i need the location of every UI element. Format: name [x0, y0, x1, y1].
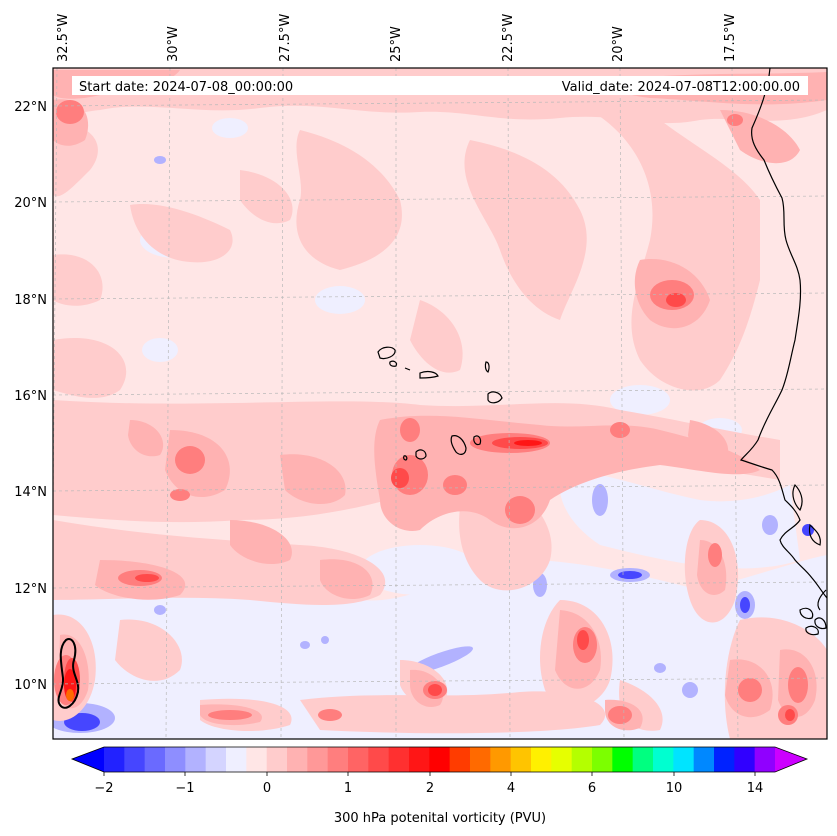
lat-label-18n: 18°N — [14, 293, 47, 308]
colorbar-cell — [734, 747, 756, 772]
valid-date-label: Valid_date: 2024-07-08T12:00:00.00 — [562, 80, 800, 95]
colorbar-cell — [388, 747, 410, 772]
colorbar-cell — [144, 747, 166, 772]
colorbar-cell — [551, 747, 573, 772]
colorbar-cells — [104, 747, 776, 772]
colorbar-cell — [124, 747, 146, 772]
lat-label-20n: 20°N — [14, 196, 47, 211]
colorbar-cell — [592, 747, 613, 772]
colorbar-cell — [531, 747, 552, 772]
colorbar-cell — [653, 747, 674, 772]
colorbar-min-arrow — [72, 747, 104, 772]
cb-tick-2: 2 — [426, 781, 434, 796]
colorbar-cell — [287, 747, 308, 772]
lon-label-25w: 25°W — [389, 26, 404, 62]
pv-level-6 — [66, 689, 74, 701]
colorbar-cell — [104, 747, 125, 772]
lat-label-16n: 16°N — [14, 389, 47, 404]
map-frame — [52, 67, 828, 740]
cb-tick-10: 10 — [666, 781, 683, 796]
lon-label-20w: 20°W — [611, 26, 626, 62]
cb-tick-14: 14 — [747, 781, 764, 796]
colorbar-cell — [348, 747, 369, 772]
lat-label-10n: 10°N — [14, 678, 47, 693]
island-fogo — [415, 449, 427, 460]
colorbar-cell — [246, 747, 268, 772]
colorbar: −2 −1 0 1 2 4 6 10 14 300 hPa potenital … — [70, 746, 809, 826]
island-sao-nicolau — [419, 370, 439, 379]
colorbar-max-arrow — [775, 747, 807, 772]
colorbar-tick-labels: −2 −1 0 1 2 4 6 10 14 — [94, 781, 763, 796]
colorbar-cell — [510, 747, 532, 772]
coastlines — [377, 68, 827, 636]
colorbar-cell — [226, 747, 247, 772]
lon-label-30w: 30°W — [166, 26, 181, 62]
lat-label-12n: 12°N — [14, 582, 47, 597]
cb-tick-0: 0 — [263, 781, 271, 796]
colorbar-cell — [693, 747, 715, 772]
colorbar-cell — [266, 747, 288, 772]
lat-label-22n: 22°N — [14, 100, 47, 115]
island-brava — [403, 455, 408, 461]
colorbar-cell — [307, 747, 329, 772]
island-maio — [473, 435, 482, 446]
colorbar-cell — [571, 747, 593, 772]
lon-label-32-5w: 32.5°W — [56, 14, 71, 62]
longitude-labels: 32.5°W 30°W 27.5°W 25°W 22.5°W 20°W 17.5… — [56, 14, 738, 62]
island-santo-antao — [377, 346, 396, 360]
colorbar-cell — [429, 747, 451, 772]
graticule — [53, 68, 827, 739]
colorbar-cell — [368, 747, 390, 772]
cb-tick-4: 4 — [507, 781, 515, 796]
island-sal — [484, 361, 490, 373]
colorbar-cell — [449, 747, 471, 772]
lat-label-14n: 14°N — [14, 485, 47, 500]
colorbar-cell — [185, 747, 207, 772]
map-area[interactable]: Start date: 2024-07-08_00:00:00 Valid_da… — [45, 68, 827, 739]
island-santiago — [450, 435, 467, 455]
cb-tick-m1: −1 — [175, 781, 194, 796]
lon-label-17-5w: 17.5°W — [723, 14, 738, 62]
colorbar-ticks — [103, 772, 756, 776]
island-sao-vicente — [389, 360, 398, 367]
colorbar-cell — [673, 747, 695, 772]
lon-label-22-5w: 22.5°W — [501, 14, 516, 62]
island-santa-luzia — [404, 367, 411, 371]
lon-label-27-5w: 27.5°W — [278, 14, 293, 62]
cb-tick-1: 1 — [344, 781, 352, 796]
colorbar-cell — [632, 747, 654, 772]
start-date-label: Start date: 2024-07-08_00:00:00 — [79, 80, 293, 95]
colorbar-cell — [327, 747, 349, 772]
header-bar — [72, 76, 808, 95]
island-boa-vista — [487, 391, 503, 404]
latitude-labels: 22°N 20°N 18°N 16°N 14°N 12°N 10°N — [14, 100, 47, 693]
colorbar-cell — [205, 747, 227, 772]
cb-tick-m2: −2 — [94, 781, 113, 796]
colorbar-cell — [490, 747, 512, 772]
cb-tick-6: 6 — [588, 781, 596, 796]
africa-coastline — [739, 68, 827, 599]
colorbar-cell — [612, 747, 634, 772]
pv-2-contour — [57, 638, 80, 709]
colorbar-cell — [714, 747, 735, 772]
colorbar-title: 300 hPa potenital vorticity (PVU) — [334, 811, 546, 826]
colorbar-cell — [754, 747, 776, 772]
colorbar-cell — [470, 747, 491, 772]
colorbar-cell — [409, 747, 430, 772]
colorbar-cell — [165, 747, 186, 772]
